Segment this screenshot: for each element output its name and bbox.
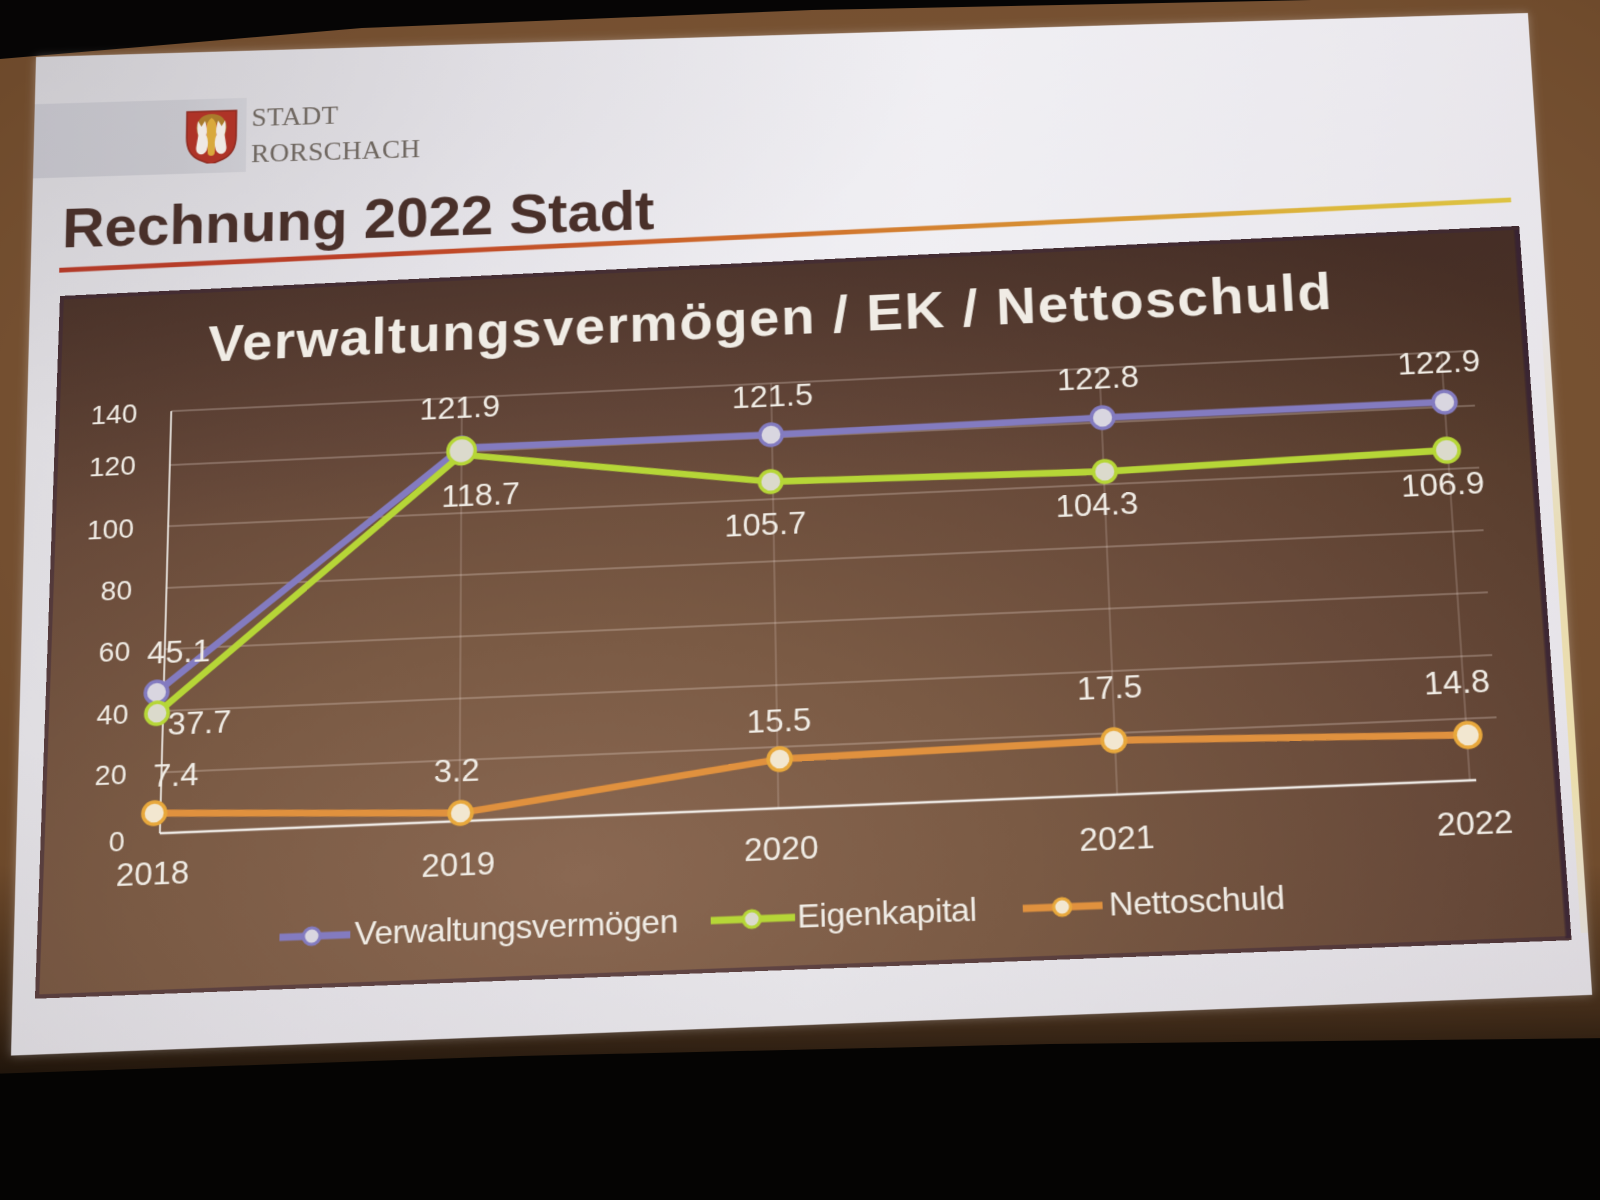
svg-text:2022: 2022: [1436, 803, 1515, 843]
svg-text:15.5: 15.5: [746, 702, 811, 741]
svg-text:17.5: 17.5: [1076, 668, 1143, 707]
svg-text:80: 80: [100, 575, 132, 607]
svg-text:140: 140: [90, 398, 137, 430]
svg-text:Nettoschuld: Nettoschuld: [1108, 879, 1285, 923]
svg-text:2019: 2019: [421, 845, 495, 885]
svg-text:100: 100: [87, 513, 135, 546]
svg-text:122.9: 122.9: [1396, 343, 1481, 382]
svg-text:14.8: 14.8: [1423, 663, 1491, 702]
svg-text:118.7: 118.7: [441, 476, 520, 514]
svg-text:104.3: 104.3: [1055, 486, 1139, 525]
svg-text:2018: 2018: [115, 854, 189, 893]
svg-text:122.8: 122.8: [1056, 359, 1139, 397]
svg-text:7.4: 7.4: [152, 756, 199, 794]
svg-text:2020: 2020: [744, 829, 819, 869]
svg-text:106.9: 106.9: [1400, 465, 1486, 504]
svg-text:3.2: 3.2: [434, 752, 480, 790]
svg-text:37.7: 37.7: [167, 704, 232, 742]
svg-text:105.7: 105.7: [724, 505, 807, 544]
svg-text:Eigenkapital: Eigenkapital: [797, 891, 977, 935]
svg-text:60: 60: [98, 636, 131, 669]
svg-text:121.5: 121.5: [731, 377, 813, 415]
svg-text:121.9: 121.9: [419, 389, 500, 427]
svg-text:2021: 2021: [1078, 819, 1155, 859]
svg-text:45.1: 45.1: [147, 633, 211, 671]
svg-text:40: 40: [96, 698, 129, 731]
svg-text:20: 20: [94, 759, 127, 792]
svg-text:0: 0: [108, 825, 125, 858]
svg-text:120: 120: [89, 450, 137, 482]
